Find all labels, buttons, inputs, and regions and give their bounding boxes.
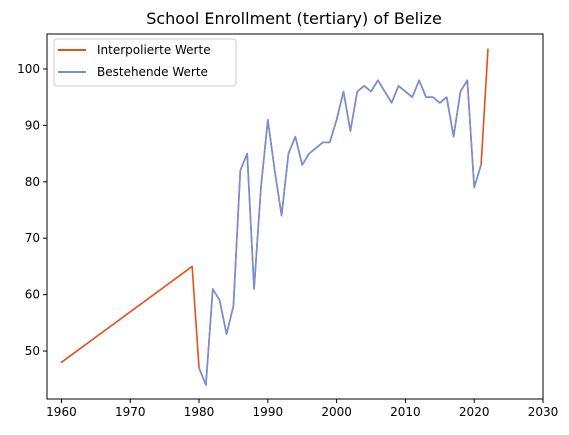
x-tick-label-1970: 1970 <box>115 405 146 419</box>
chart-title: School Enrollment (tertiary) of Belize <box>146 9 442 28</box>
plot-frame <box>46 33 544 400</box>
y-tick-label-100: 100 <box>17 62 40 76</box>
legend-label-existing: Bestehende Werte <box>97 65 208 79</box>
legend-box <box>53 38 237 87</box>
y-tick-label-80: 80 <box>25 175 40 189</box>
x-tick-label-2000: 2000 <box>321 405 352 419</box>
legend-label-interpolated: Interpolierte Werte <box>97 43 211 57</box>
y-tick-label-50: 50 <box>25 344 40 358</box>
x-tick-label-1980: 1980 <box>184 405 215 419</box>
legend: Interpolierte Werte Bestehende Werte <box>53 38 237 87</box>
series-line-existing <box>198 79 482 386</box>
y-tick-label-90: 90 <box>25 118 40 132</box>
x-tick-label-2010: 2010 <box>390 405 421 419</box>
x-tick-label-1960: 1960 <box>46 405 77 419</box>
series-line-interpolated <box>60 48 489 386</box>
y-tick-label-60: 60 <box>25 288 40 302</box>
x-tick-label-2020: 2020 <box>459 405 490 419</box>
x-tick-label-1990: 1990 <box>253 405 284 419</box>
y-tick-label-70: 70 <box>25 231 40 245</box>
x-tick-label-2030: 2030 <box>528 405 559 419</box>
